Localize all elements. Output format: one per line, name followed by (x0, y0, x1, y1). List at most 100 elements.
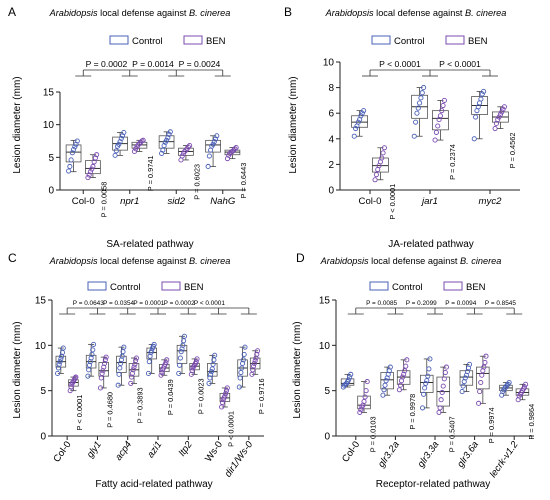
data-point (252, 358, 258, 364)
title-text: local defense against (98, 256, 189, 266)
data-point (242, 344, 248, 350)
data-point (462, 375, 468, 381)
pvalue-within: P = 0.0023 (196, 378, 205, 414)
pvalue-between: P < 0.0001 (194, 300, 225, 307)
legend-swatch-ben (445, 35, 465, 45)
title-italic: B. cinerea (465, 8, 506, 18)
x-tick-label: Col-0 (340, 439, 362, 464)
box-control (459, 370, 474, 386)
y-tick-label: 15 (319, 296, 331, 307)
data-point (176, 370, 182, 376)
data-point (466, 361, 473, 367)
data-point (121, 344, 127, 350)
data-point (495, 117, 501, 123)
data-point (435, 123, 441, 129)
data-point (478, 96, 484, 102)
legend-swatch-control (371, 35, 391, 45)
data-point (119, 353, 125, 359)
data-point (160, 147, 166, 153)
pvalue-within: P = 0.2374 (448, 144, 457, 180)
data-point (151, 341, 157, 347)
x-axis-label: JA-related pathway (388, 239, 474, 250)
data-point (382, 382, 388, 388)
y-tick-label: 10 (323, 58, 335, 69)
data-point (194, 356, 200, 362)
data-point (187, 143, 193, 149)
pvalue-within: P = 0.9864 (527, 404, 536, 440)
data-point (180, 342, 186, 348)
data-point (146, 359, 152, 365)
data-point (362, 394, 368, 400)
pvalue-within: P = 0.9974 (487, 407, 496, 443)
y-tick-label: 10 (319, 341, 331, 352)
data-point (251, 360, 257, 367)
legend-label-control: Control (392, 282, 423, 293)
data-point (117, 365, 123, 371)
pvalue-between: P = 0.0014 (132, 59, 174, 69)
data-point (357, 409, 363, 415)
data-point (55, 370, 61, 376)
title-italic: B. cinerea (460, 256, 501, 266)
panel-title: Arabidopsis local defense against B. cin… (49, 8, 231, 18)
legend-label-ben: BEN (468, 36, 488, 47)
data-point (383, 378, 389, 384)
data-point (473, 114, 479, 120)
data-point (479, 91, 485, 97)
data-point (439, 108, 445, 114)
data-point (499, 109, 505, 115)
data-point (164, 357, 170, 363)
data-point (113, 148, 119, 154)
pvalue-within: P = 0.0058 (99, 182, 108, 218)
pvalue-between: P = 0.0354 (103, 300, 134, 307)
data-point (72, 144, 78, 150)
data-point (91, 341, 97, 347)
data-point (380, 150, 386, 156)
legend-swatch-ben (183, 35, 203, 45)
data-point (476, 400, 482, 406)
data-point (68, 384, 74, 390)
y-tick-label: 5 (48, 153, 54, 164)
pvalue-between: P = 0.0002 (86, 59, 128, 69)
data-point (437, 113, 443, 119)
data-point (56, 361, 62, 367)
data-point (159, 369, 165, 376)
data-point (69, 150, 75, 156)
data-point (355, 119, 361, 125)
data-point (223, 388, 230, 394)
data-point (425, 373, 431, 379)
pvalue-within: P = 0.3893 (136, 387, 145, 423)
data-point (501, 104, 507, 110)
x-axis-label: Receptor-related pathway (376, 479, 491, 490)
data-point (120, 133, 126, 139)
data-point (219, 404, 225, 410)
data-point (92, 155, 98, 161)
panel-d: D Arabidopsis local defense against B. ci… (292, 251, 536, 490)
data-point (353, 126, 359, 132)
data-point (118, 135, 124, 141)
data-point (99, 370, 105, 376)
panel-b: B Arabidopsis local defense against B. ci… (284, 5, 520, 250)
data-point (161, 143, 167, 149)
pvalue-between: P = 0.0001 (133, 300, 164, 307)
data-point (128, 380, 134, 386)
pvalue-between: P = 0.0094 (445, 300, 476, 307)
data-point (89, 351, 95, 357)
data-point (250, 363, 257, 369)
data-point (149, 348, 155, 354)
data-point (57, 359, 63, 365)
data-point (233, 144, 239, 151)
data-point (426, 366, 432, 372)
data-point (402, 368, 408, 374)
data-point (421, 85, 427, 91)
data-point (351, 133, 357, 139)
data-point (440, 102, 446, 109)
data-point (164, 137, 170, 143)
y-tick-label: 10 (43, 120, 55, 131)
data-point (403, 363, 409, 369)
data-point (240, 357, 246, 363)
y-axis-label: Lesion diameter (mm) (292, 321, 303, 418)
y-tick-label: 5 (324, 386, 330, 397)
pvalue-within: P < 0.0001 (227, 411, 236, 447)
x-tick-label: myc2 (479, 196, 503, 207)
